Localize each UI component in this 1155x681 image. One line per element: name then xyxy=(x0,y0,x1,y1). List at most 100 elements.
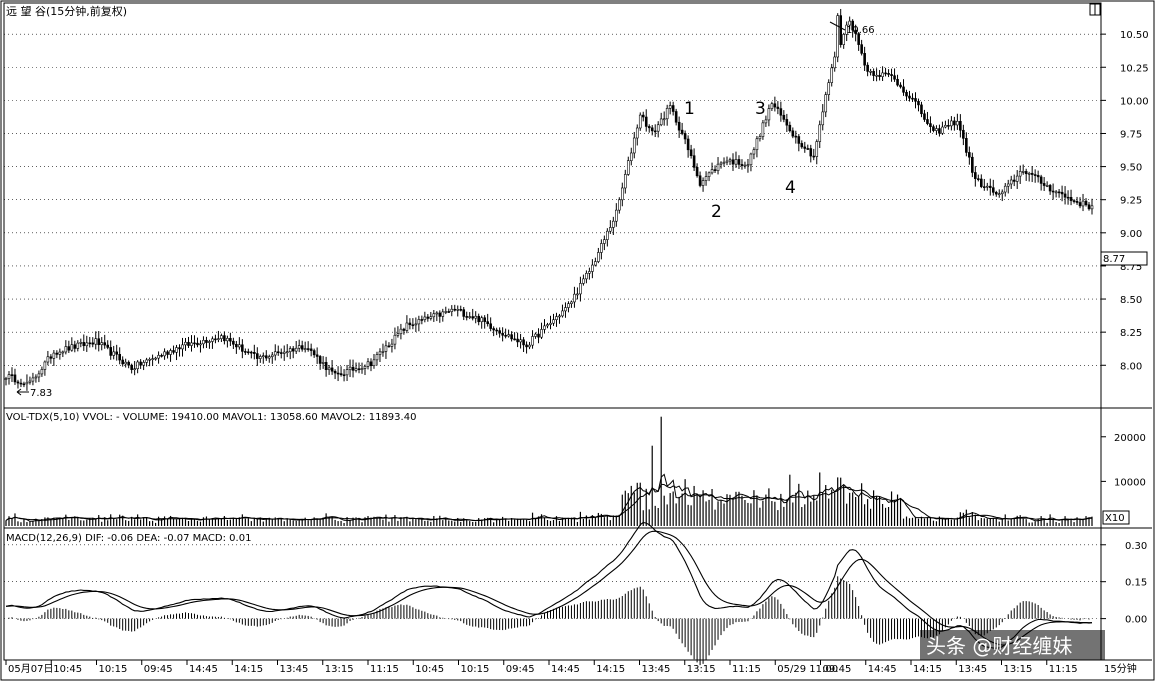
candle xyxy=(911,93,914,102)
candle xyxy=(196,337,199,348)
candle xyxy=(803,141,807,153)
candle xyxy=(118,347,121,365)
candle xyxy=(420,315,424,325)
candle xyxy=(833,51,837,72)
candle xyxy=(100,337,104,351)
candle xyxy=(788,121,792,133)
candle xyxy=(226,335,229,348)
candle xyxy=(923,109,926,122)
candle xyxy=(809,144,813,163)
candle xyxy=(184,337,187,351)
candle xyxy=(199,340,202,353)
candle xyxy=(52,350,56,367)
candle xyxy=(585,270,588,284)
candle xyxy=(543,319,546,334)
candle xyxy=(1090,198,1094,215)
candle xyxy=(674,108,678,126)
candle xyxy=(606,228,609,247)
candle xyxy=(495,327,498,336)
candle xyxy=(43,360,47,376)
candle xyxy=(1033,169,1037,183)
candle xyxy=(1045,181,1049,188)
window-toggle-button[interactable] xyxy=(1089,3,1101,16)
candle xyxy=(384,340,388,359)
candle xyxy=(333,369,337,380)
candle xyxy=(659,112,663,127)
time-tick-label: 10:15 xyxy=(461,664,490,675)
candle xyxy=(917,98,920,112)
candle xyxy=(1012,174,1016,187)
candle xyxy=(890,68,893,82)
candle xyxy=(79,338,83,348)
macd-tick-label: 0.30 xyxy=(1125,541,1147,552)
candle xyxy=(588,267,591,280)
candle xyxy=(985,182,989,191)
time-tick-label: 13:15 xyxy=(325,664,354,675)
candle xyxy=(641,111,645,122)
current-price-label: 8.77 xyxy=(1103,254,1125,265)
candle xyxy=(396,326,400,338)
time-tick-label: 11:15 xyxy=(1049,664,1078,675)
candle xyxy=(896,74,899,87)
candle xyxy=(800,140,804,149)
candle xyxy=(441,308,445,322)
candle xyxy=(267,354,271,363)
candle xyxy=(749,152,753,172)
candle xyxy=(662,111,666,126)
candle xyxy=(991,179,995,196)
candle xyxy=(665,104,669,126)
candle xyxy=(626,156,630,176)
candle xyxy=(704,171,708,186)
candle xyxy=(570,300,573,308)
candle xyxy=(854,24,857,42)
price-tick-label: 8.00 xyxy=(1120,361,1142,372)
macd-y-axis: 0.30 0.15 0.00 xyxy=(1101,541,1147,626)
candle xyxy=(737,155,741,170)
volume-y-axis: 20000 10000 xyxy=(1101,433,1146,488)
candle xyxy=(510,331,513,342)
candle xyxy=(76,340,80,352)
candle xyxy=(549,315,552,330)
candle xyxy=(498,327,501,338)
candle xyxy=(402,327,406,335)
candle xyxy=(632,131,636,159)
candle xyxy=(1021,164,1025,175)
candle xyxy=(713,165,717,173)
candle xyxy=(1015,170,1019,189)
time-tick-label: 11:15 xyxy=(370,664,399,675)
candle xyxy=(576,287,579,300)
candle xyxy=(947,119,950,130)
candle xyxy=(303,341,307,353)
volume-bars xyxy=(5,416,1093,526)
candle xyxy=(345,364,349,382)
candle xyxy=(644,109,648,132)
candle xyxy=(444,306,448,315)
volume-scale-badge: X10 xyxy=(1102,510,1130,525)
candle xyxy=(321,356,325,369)
candle xyxy=(1084,198,1088,207)
candle xyxy=(375,351,379,366)
macd-gridlines xyxy=(4,544,1101,619)
price-tick-label: 10.25 xyxy=(1120,63,1149,74)
candle xyxy=(127,360,130,369)
candle xyxy=(812,148,816,161)
candle xyxy=(677,116,681,138)
candle xyxy=(761,119,765,140)
candle xyxy=(953,116,956,131)
watermark: 头条 @财经缠妹 xyxy=(920,630,1105,660)
candle xyxy=(414,317,418,332)
candle xyxy=(190,335,193,352)
candle xyxy=(40,366,44,377)
candle xyxy=(764,115,768,127)
candle xyxy=(483,315,486,329)
time-tick-label: 10:45 xyxy=(53,664,82,675)
candle xyxy=(638,112,642,131)
candle xyxy=(261,352,265,364)
candle xyxy=(899,82,902,89)
candle xyxy=(348,359,352,378)
candle xyxy=(848,16,851,30)
time-tick-label: 13:15 xyxy=(1004,664,1033,675)
candle xyxy=(612,216,615,236)
candle xyxy=(731,153,735,171)
candle xyxy=(968,146,971,165)
